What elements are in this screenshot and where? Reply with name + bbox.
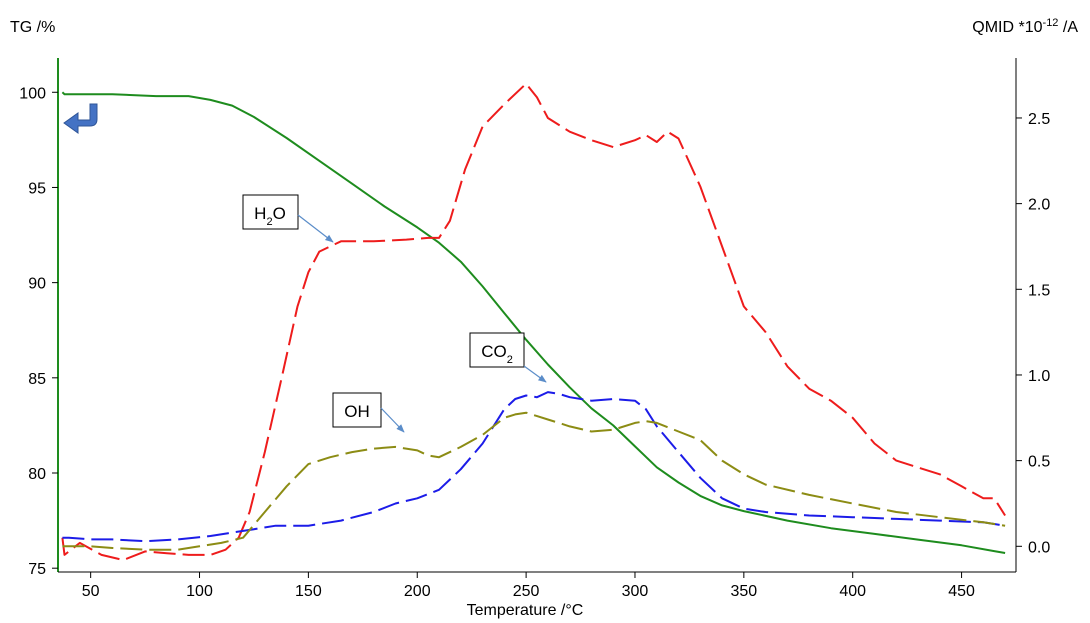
right-tick-label: 1.0 [1028,368,1050,385]
x-tick-label: 450 [948,583,975,600]
left-axis-title: TG /% [10,19,55,36]
right-axis-ticks: 0.0 0.5 1.0 1.5 2.0 2.5 [1016,111,1050,556]
left-tick-label: 80 [28,466,46,483]
annotation-oh: OH [332,392,405,433]
left-tick-label: 90 [28,276,46,293]
x-axis-title: Temperature /°C [467,602,584,619]
series-line-oh [62,411,1006,551]
series-layer [61,82,1006,561]
right-tick-label: 2.5 [1028,111,1050,128]
annotation-h2o-label: H2O [254,204,286,228]
right-tick-label: 0.5 [1028,454,1050,471]
right-tick-label: 2.0 [1028,197,1050,214]
x-tick-label: 50 [82,583,100,600]
left-tick-label: 75 [28,561,46,578]
left-tick-label: 100 [19,85,46,102]
right-tick-label: 1.5 [1028,282,1050,299]
x-axis-ticks: 50 100 150 200 250 300 350 400 450 [82,572,975,600]
right-axis-title-base: QMID *10 [972,19,1042,36]
annotation-co2: CO2 [469,332,547,383]
x-tick-label: 350 [730,583,757,600]
x-tick-label: 200 [404,583,431,600]
left-axis-ticks: 75 80 85 90 95 100 [19,85,58,578]
left-tick-label: 95 [28,180,46,197]
annotation-h2o: H2O [242,194,334,243]
x-tick-label: 250 [513,583,540,600]
right-axis-title-unit: /A [1058,19,1078,36]
x-tick-label: 150 [295,583,322,600]
series-line-h2o [61,82,1006,561]
left-tick-label: 85 [28,371,46,388]
annotation-co2-label: CO2 [481,342,513,366]
series-line-co2 [62,391,1006,543]
right-tick-label: 0.0 [1028,539,1050,556]
x-tick-label: 100 [186,583,213,600]
left-axis-arrow-icon [63,103,98,134]
right-axis-title: QMID *10-12 /A [972,17,1078,36]
annotation-oh-label: OH [344,402,370,421]
right-axis-title-exponent: -12 [1043,17,1059,29]
x-tick-label: 300 [622,583,649,600]
x-tick-label: 400 [839,583,866,600]
series-line-tg [61,91,1006,554]
